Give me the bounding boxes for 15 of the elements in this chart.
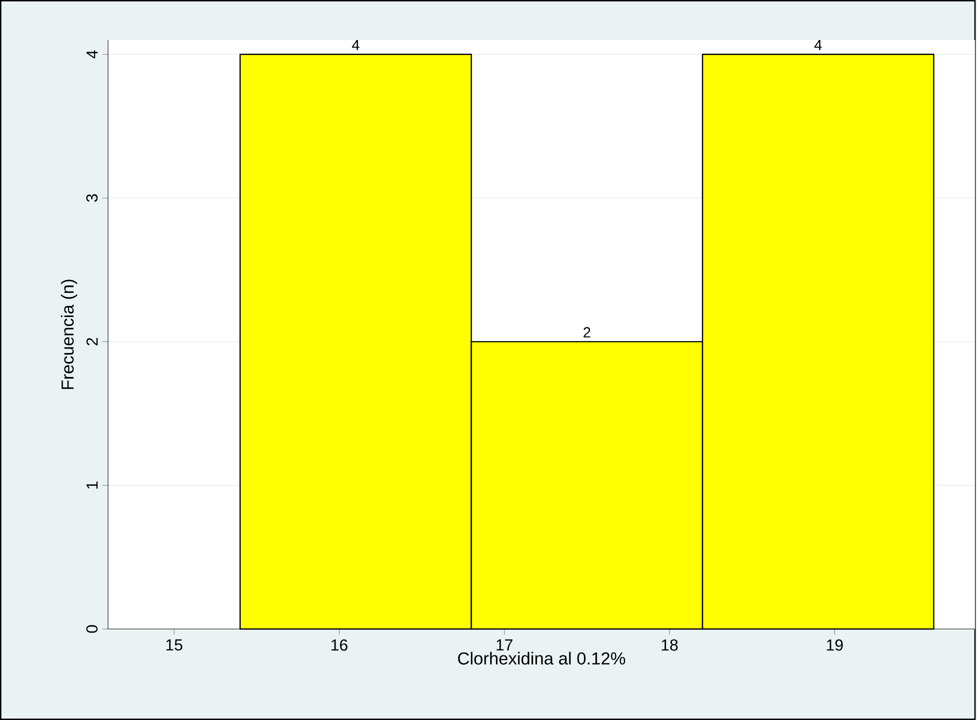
x-axis-title: Clorhexidina al 0.12% <box>458 652 626 665</box>
data-label: 2 <box>584 327 590 338</box>
y-tick-label: 1 <box>86 482 98 489</box>
y-tick-label: 4 <box>86 50 98 58</box>
x-tick-label: 18 <box>662 639 678 651</box>
y-tick-label: 3 <box>86 194 98 202</box>
y-axis-title: Frecuencia (n) <box>60 280 78 389</box>
x-tick-label: 17 <box>496 639 512 650</box>
data-label: 4 <box>814 40 822 50</box>
x-tick-label: 19 <box>826 639 843 651</box>
data-label: 4 <box>352 40 360 50</box>
y-tick-label: 0 <box>86 625 98 633</box>
x-tick-label: 15 <box>166 639 182 651</box>
y-tick-label: 2 <box>86 338 98 346</box>
x-tick-label: 16 <box>332 639 348 651</box>
